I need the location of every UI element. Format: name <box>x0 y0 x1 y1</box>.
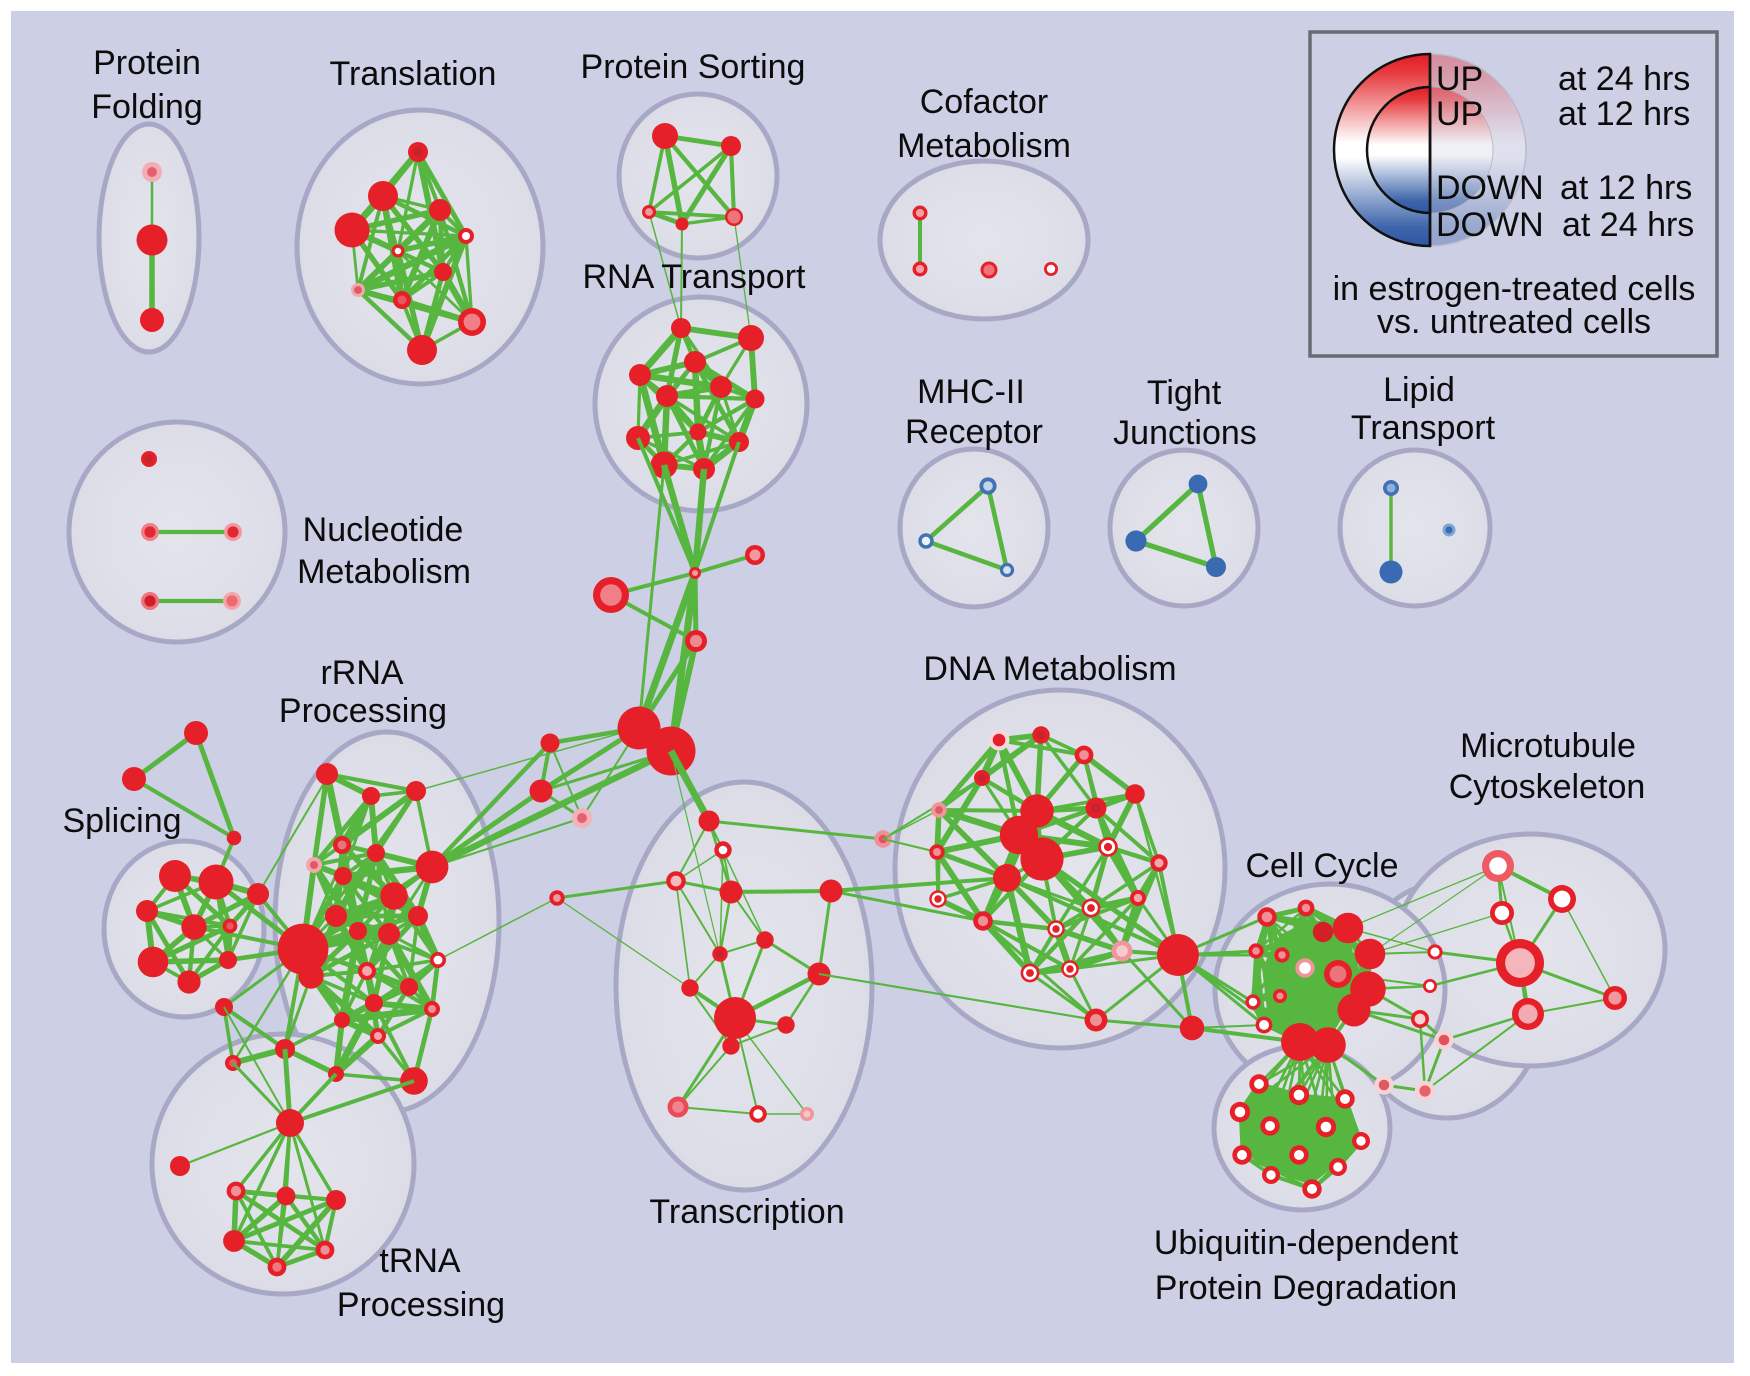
svg-text:tRNA: tRNA <box>379 1242 461 1280</box>
svg-text:MHC-II: MHC-II <box>917 373 1025 411</box>
svg-text:DOWN: DOWN <box>1436 169 1544 207</box>
svg-text:Transport: Transport <box>1351 409 1496 447</box>
svg-text:Cell Cycle: Cell Cycle <box>1245 847 1398 885</box>
svg-text:Metabolism: Metabolism <box>897 127 1071 165</box>
svg-text:DOWN: DOWN <box>1436 206 1544 244</box>
svg-text:RNA Transport: RNA Transport <box>583 258 807 296</box>
svg-text:Lipid: Lipid <box>1383 371 1455 409</box>
svg-text:rRNA: rRNA <box>320 654 403 692</box>
svg-text:Metabolism: Metabolism <box>297 553 471 591</box>
svg-text:Protein Sorting: Protein Sorting <box>581 48 806 86</box>
svg-text:Transcription: Transcription <box>649 1193 844 1231</box>
svg-text:at 12 hrs: at 12 hrs <box>1560 169 1692 207</box>
svg-text:at 12 hrs: at 12 hrs <box>1558 95 1690 133</box>
svg-text:at 24 hrs: at 24 hrs <box>1562 206 1694 244</box>
svg-text:UP: UP <box>1436 60 1483 98</box>
svg-text:Receptor: Receptor <box>905 413 1043 451</box>
svg-text:in estrogen-treated cells: in estrogen-treated cells <box>1333 270 1696 308</box>
svg-text:DNA Metabolism: DNA Metabolism <box>923 650 1176 688</box>
svg-text:Protein: Protein <box>93 44 201 82</box>
svg-text:Cofactor: Cofactor <box>920 83 1049 121</box>
svg-text:Ubiquitin-dependent: Ubiquitin-dependent <box>1154 1224 1459 1262</box>
svg-text:Nucleotide: Nucleotide <box>303 511 464 549</box>
svg-text:Tight: Tight <box>1147 374 1222 412</box>
svg-text:Processing: Processing <box>337 1286 505 1324</box>
svg-text:Folding: Folding <box>91 88 203 126</box>
svg-text:Junctions: Junctions <box>1113 414 1257 452</box>
svg-text:UP: UP <box>1436 95 1483 133</box>
svg-text:Microtubule: Microtubule <box>1460 727 1636 765</box>
svg-text:Splicing: Splicing <box>62 802 181 840</box>
svg-text:Translation: Translation <box>330 55 497 93</box>
svg-text:Cytoskeleton: Cytoskeleton <box>1449 768 1646 806</box>
svg-text:Processing: Processing <box>279 692 447 730</box>
svg-text:vs. untreated cells: vs. untreated cells <box>1377 303 1651 341</box>
svg-text:Protein Degradation: Protein Degradation <box>1155 1269 1457 1307</box>
svg-text:at 24 hrs: at 24 hrs <box>1558 60 1690 98</box>
